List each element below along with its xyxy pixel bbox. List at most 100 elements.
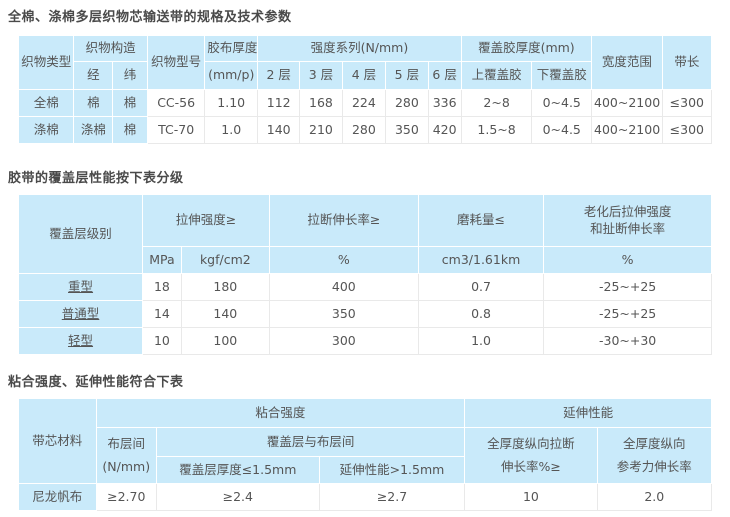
header-full-thickness-reference: 全厚度纵向 参考力伸长率	[596, 427, 713, 484]
table-cell: -30~+30	[543, 327, 712, 355]
header-weft: 纬	[112, 61, 148, 90]
header-elongation-at-break: 拉断伸长率≥	[268, 194, 419, 247]
header-unit-abrasion: cm3/1.61km	[417, 246, 545, 274]
header-ply-3: 3 层	[299, 61, 343, 90]
table-cell: ≥2.70	[95, 483, 157, 511]
table-cell: ≥2.7	[318, 483, 466, 511]
table-cell: 350	[385, 116, 429, 144]
table-cell: 224	[341, 89, 387, 117]
header-tensile-strength: 拉伸强度≥	[142, 194, 270, 247]
grade-link-light[interactable]: 轻型	[68, 332, 94, 348]
adhesion-elongation-table: 带芯材料 粘合强度 延伸性能 布层间 (N/mm) 覆盖层与布层间 全厚度纵向拉…	[18, 398, 713, 511]
header-full-thickness-break-line2: 伸长率%≥	[501, 458, 561, 474]
grade-link-normal[interactable]: 普通型	[61, 305, 100, 321]
header-between-plies-line1: 布层间	[107, 436, 145, 452]
table-cell: 112	[257, 89, 301, 117]
header-belt-length: 带长	[661, 35, 713, 90]
table-cell: 350	[268, 300, 419, 328]
header-unit-mpa: MPa	[142, 246, 182, 274]
table-cell: 400~2100	[591, 116, 663, 144]
table-cell: 0~4.5	[531, 89, 593, 117]
header-cover-le-1-5mm: 覆盖层厚度≤1.5mm	[155, 456, 320, 484]
header-unit-kgf: kgf/cm2	[180, 246, 270, 274]
header-abrasion: 磨耗量≤	[417, 194, 545, 247]
table-cell: CC-56	[146, 89, 206, 117]
table-header-row: 织物类型 织物构造 织物型号 胶布厚度 强度系列(N/mm) 覆盖胶厚度(mm)…	[17, 35, 713, 90]
table-cell: 336	[427, 89, 462, 117]
table-cell: 涤棉	[17, 116, 75, 144]
table-cell: 0.7	[417, 273, 545, 301]
table-cell: 280	[385, 89, 429, 117]
table-cell: 2.0	[596, 483, 713, 511]
header-between-plies: 布层间 (N/mm)	[95, 427, 157, 484]
table-cell: 280	[341, 116, 387, 144]
table-cell: 棉	[112, 89, 148, 117]
table-cell: 168	[299, 89, 343, 117]
table-cell: 10	[464, 483, 598, 511]
belt-spec-table: 织物类型 织物构造 织物型号 胶布厚度 强度系列(N/mm) 覆盖胶厚度(mm)…	[17, 35, 713, 144]
table-header-row: 覆盖层级别 拉伸强度≥ 拉断伸长率≥ 磨耗量≤ 老化后拉伸强度 和扯断伸长率	[17, 194, 712, 274]
table-cell: 0~4.5	[531, 116, 593, 144]
table-cell: TC-70	[146, 116, 206, 144]
header-cover-thickness: 覆盖胶厚度(mm)	[460, 35, 593, 62]
table-cell: 棉	[112, 116, 148, 144]
table-cell: ≤300	[661, 116, 713, 144]
table-row: 涤棉 涤棉 棉 TC-70 1.0 140 210 280 350 420 1.…	[17, 116, 713, 144]
header-elongation-performance: 延伸性能	[464, 398, 712, 428]
header-top-cover: 上覆盖胶	[460, 61, 533, 90]
header-full-thickness-break-line1: 全厚度纵向拉断	[487, 436, 575, 452]
table-cell: 轻型	[17, 327, 144, 355]
table-header-row: 布层间 (N/mm) 覆盖层与布层间 全厚度纵向拉断 伸长率%≥ 全厚度纵向 参…	[19, 427, 713, 484]
table-cell: 1.0	[417, 327, 545, 355]
header-width-range: 宽度范围	[591, 35, 663, 90]
table-cell: 140	[180, 300, 270, 328]
table-cell: 1.0	[204, 116, 259, 144]
header-adhesion-strength: 粘合强度	[95, 398, 466, 428]
table-cell: 210	[299, 116, 343, 144]
header-full-thickness-reference-line2: 参考力伸长率	[616, 458, 692, 474]
header-warp: 经	[73, 61, 114, 90]
table-cell: 普通型	[17, 300, 144, 328]
header-cloth-thickness: 胶布厚度	[204, 35, 259, 62]
table-cell: ≥2.4	[155, 483, 320, 511]
header-cloth-thickness-unit: (mm/p)	[204, 61, 259, 90]
header-fabric-type: 织物类型	[17, 35, 75, 90]
header-unit-percent: %	[268, 246, 419, 274]
header-fabric-structure: 织物构造	[73, 35, 148, 62]
table-cell: 18	[142, 273, 182, 301]
table-row: 全棉 棉 棉 CC-56 1.10 112 168 224 280 336 2~…	[17, 89, 713, 117]
table-row: 尼龙帆布 ≥2.70 ≥2.4 ≥2.7 10 2.0	[18, 483, 713, 511]
table-cell: 涤棉	[73, 116, 114, 144]
table-header-row: 经 纬 (mm/p) 2 层 3 层 4 层 5 层 6 层 上覆盖胶 下覆盖胶	[19, 61, 712, 90]
table-cell: 棉	[73, 89, 114, 117]
table-cell: 400~2100	[591, 89, 663, 117]
table-cell: 420	[427, 116, 462, 144]
header-ply-4: 4 层	[341, 61, 387, 90]
header-full-thickness-reference-line1: 全厚度纵向	[623, 436, 686, 452]
table-cell: 0.8	[417, 300, 545, 328]
table-row: 普通型 14 140 350 0.8 -25~+25	[17, 300, 712, 328]
section3-title: 粘合强度、延伸性能符合下表	[8, 375, 184, 390]
header-full-thickness-break: 全厚度纵向拉断 伸长率%≥	[464, 427, 598, 484]
header-ply-5: 5 层	[385, 61, 429, 90]
table-row: 轻型 10 100 300 1.0 -30~+30	[17, 327, 712, 355]
table-cell: 1.5~8	[460, 116, 533, 144]
header-ply-6: 6 层	[427, 61, 462, 90]
header-core-material: 带芯材料	[18, 398, 97, 484]
table-cell: 2~8	[460, 89, 533, 117]
table-cell: 140	[257, 116, 301, 144]
header-cover-grade: 覆盖层级别	[17, 194, 144, 274]
header-aging: 老化后拉伸强度 和扯断伸长率	[543, 194, 712, 247]
table-cell: ≤300	[661, 89, 713, 117]
table-cell: 300	[268, 327, 419, 355]
grade-link-heavy[interactable]: 重型	[68, 278, 94, 294]
table-cell: 14	[142, 300, 182, 328]
header-aging-line2: 和扯断伸长率	[590, 220, 666, 236]
table-cell: 400	[268, 273, 419, 301]
table-header-row: 覆盖层厚度≤1.5mm 延伸性能>1.5mm	[19, 456, 712, 484]
section1-title: 全棉、涤棉多层织物芯输送带的规格及技术参数	[8, 10, 292, 25]
section2-title: 胶带的覆盖层性能按下表分级	[8, 171, 184, 186]
header-unit-aging-percent: %	[543, 246, 712, 274]
table-cell: 10	[142, 327, 182, 355]
table-cell: 1.10	[204, 89, 259, 117]
